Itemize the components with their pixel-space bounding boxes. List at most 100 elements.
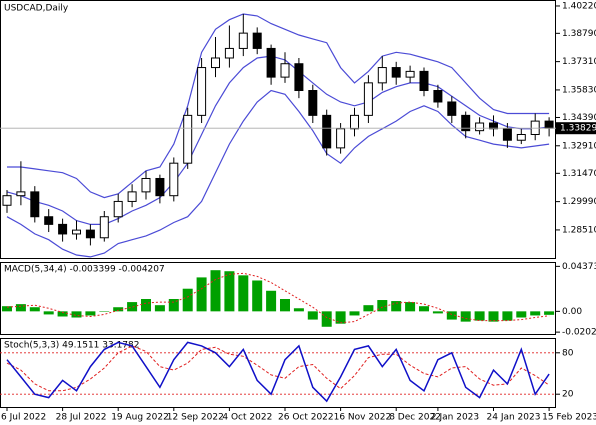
macd-bar [252, 280, 263, 312]
macd-bar [335, 311, 346, 324]
macd-bar [293, 308, 304, 312]
y-tick-label: 0.00 [562, 307, 582, 317]
x-tick-label: 16 Nov 2022 [334, 413, 392, 423]
candle-body [391, 67, 401, 78]
candle-body [377, 67, 387, 84]
candle-body [475, 122, 485, 132]
macd-bar [168, 299, 179, 312]
macd-title: MACD(5,34,4) -0.003399 -0.004207 [4, 265, 165, 275]
y-tick-label: 1.28510 [562, 225, 596, 235]
macd-bar [29, 307, 40, 312]
candle-body [85, 229, 95, 239]
macd-bar [113, 307, 124, 312]
macd-bar [280, 299, 290, 312]
y-tick-label: 1.29990 [562, 197, 596, 207]
macd-bar [196, 277, 207, 312]
x-tick-label: 15 Feb 2023 [542, 413, 596, 423]
candle-body [419, 70, 429, 92]
y-tick-label: 1.35830 [562, 85, 596, 95]
candle-body [266, 47, 276, 78]
candle-body [211, 57, 220, 69]
macd-bar [419, 306, 429, 312]
macd-bar [446, 311, 457, 320]
macd-bar [71, 311, 82, 318]
candle-body [113, 200, 123, 218]
macd-bar [182, 288, 193, 312]
candle-body [530, 120, 540, 135]
x-tick-label: 4 Oct 2022 [222, 413, 272, 423]
macd-bar [15, 304, 26, 312]
candle-body [544, 120, 554, 129]
macd-bar [377, 300, 388, 312]
x-tick-label: 26 Oct 2022 [278, 413, 334, 423]
macd-bar [154, 305, 165, 312]
stoch-title: Stoch(5,3,3) 49.1511 33.1782 [4, 341, 139, 351]
candle-body [336, 128, 346, 149]
macd-bar [363, 305, 374, 312]
candle-body [238, 32, 248, 49]
y-tick-label: 1.38790 [562, 29, 596, 39]
y-tick-label: 1.31470 [562, 169, 596, 179]
candle-body [197, 67, 207, 116]
macd-bar [85, 311, 96, 316]
x-tick-label: 12 Sep 2022 [167, 413, 224, 423]
stoch-k [6, 341, 550, 403]
candle-body [308, 90, 318, 116]
stoch-d [6, 345, 550, 392]
candle-body [155, 177, 165, 197]
macd-bar [266, 290, 277, 312]
candle-body [183, 114, 193, 164]
macd-bar [2, 306, 12, 312]
candle-body [141, 177, 151, 193]
candle-body [322, 114, 332, 149]
macd-bar [141, 299, 151, 312]
macd-signal [6, 272, 550, 324]
macd-bar [474, 311, 485, 321]
macd-bar [307, 311, 318, 320]
macd-bar [99, 311, 110, 312]
macd-bar [488, 311, 499, 322]
candle-body [224, 47, 234, 59]
bollinger-band [7, 13, 550, 199]
macd-bar [405, 302, 416, 312]
macd-bar [544, 311, 555, 315]
y-tick-label: 1.32910 [562, 141, 596, 151]
macd-bar [432, 311, 443, 314]
current-price-tag [556, 122, 596, 135]
macd-bar [502, 311, 513, 321]
candle-body [72, 229, 81, 235]
candle-body [2, 195, 12, 206]
y-tick-label: 1.34390 [562, 113, 596, 123]
y-tick-label: 20 [562, 390, 574, 400]
y-tick-label: 80 [562, 348, 574, 358]
candle-body [433, 90, 443, 103]
y-tick-label: -0.020207 [562, 328, 596, 338]
macd-bar [238, 275, 249, 312]
candle-body [405, 70, 415, 78]
price-title: USDCAD,Daily [4, 4, 69, 14]
x-tick-label: 24 Jan 2023 [487, 413, 541, 423]
candle-body [363, 82, 373, 116]
candle-body [16, 191, 26, 197]
candle-body [169, 162, 179, 197]
bollinger-band [6, 55, 550, 225]
x-tick-label: 6 Jul 2022 [1, 413, 46, 423]
x-tick-label: 8 Dec 2022 [389, 413, 441, 423]
candle-body [252, 32, 262, 49]
macd-bar [516, 311, 527, 318]
price-panel [0, 0, 556, 259]
current-price-label: 1.33829 [560, 124, 596, 134]
candle-body [294, 63, 304, 92]
candle-body [447, 101, 457, 116]
macd-bar [57, 311, 68, 317]
candle-body [489, 122, 498, 130]
macd-panel [0, 262, 556, 335]
macd-bar [321, 311, 332, 327]
candle-body [280, 63, 290, 78]
candle-body [30, 191, 40, 218]
candle-body [127, 191, 137, 202]
y-tick-label: 0.043734 [562, 262, 596, 272]
x-tick-label: 19 Aug 2022 [111, 413, 169, 423]
x-tick-label: 2 Jan 2023 [431, 413, 479, 423]
macd-bar [127, 302, 138, 312]
